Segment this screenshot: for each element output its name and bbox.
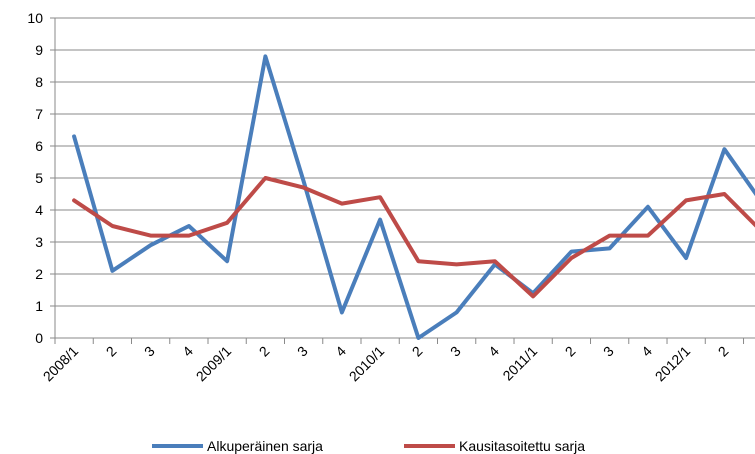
x-tick-label: 2: [256, 343, 273, 360]
x-tick-label: 2011/1: [499, 343, 540, 384]
y-tick-label: 5: [35, 170, 43, 186]
legend-label-1: Alkuperäinen sarja: [207, 438, 323, 454]
series-line-2: [72, 176, 755, 299]
y-tick-label: 9: [35, 42, 43, 58]
x-tick-label: 3: [294, 343, 311, 360]
x-tick-label: 4: [485, 343, 502, 360]
y-tick-label: 8: [35, 74, 43, 90]
grid-lines: [55, 17, 755, 307]
y-axis-tick-labels: 0 1 2 3 4 5 6 7 8 9 10: [27, 10, 43, 346]
y-tick-label: 3: [35, 234, 43, 250]
y-tick-label: 7: [35, 106, 43, 122]
series-line-1: [72, 54, 755, 340]
x-tick-label: 2009/1: [193, 343, 235, 385]
y-tick-label: 2: [35, 266, 43, 282]
y-tick-label: 10: [27, 10, 43, 26]
y-tick-label: 4: [35, 202, 43, 218]
y-tick-label: 0: [35, 330, 43, 346]
x-tick-label: 2012/1: [652, 343, 694, 385]
y-tick-label: 1: [35, 298, 43, 314]
series-lines: [72, 54, 755, 340]
x-tick-label: 2: [562, 343, 579, 360]
legend-label-2: Kausitasoitettu sarja: [459, 438, 585, 454]
x-tick-label: 2: [409, 343, 426, 360]
legend: Alkuperäinen sarja Kausitasoitettu sarja: [152, 438, 585, 454]
x-tick-label: 2: [715, 343, 732, 360]
x-tick-label: 4: [332, 343, 349, 360]
x-tick-label: 2008/1: [40, 343, 82, 385]
x-tick-label: 2010/1: [346, 343, 388, 385]
y-tick-label: 6: [35, 138, 43, 154]
x-tick-label: 3: [447, 343, 464, 360]
x-tick-label: 4: [179, 343, 196, 360]
x-tick-label: 3: [141, 343, 158, 360]
axes: [50, 17, 755, 344]
x-tick-label: 4: [638, 343, 655, 360]
x-tick-label: 2: [103, 343, 120, 360]
x-tick-label: 3: [600, 343, 617, 360]
